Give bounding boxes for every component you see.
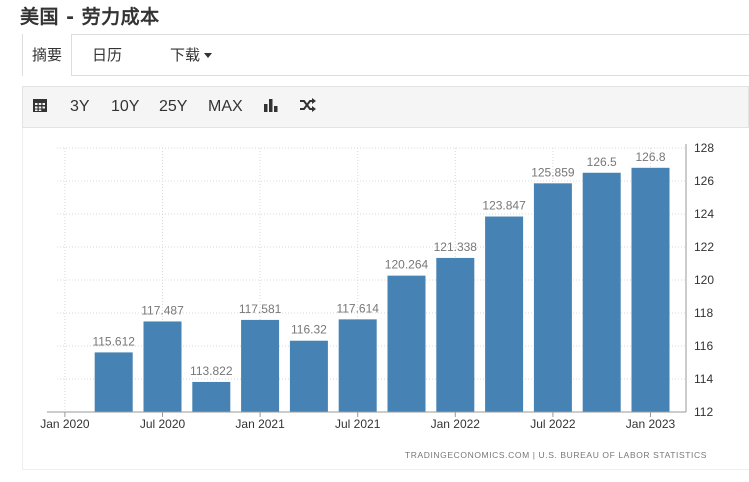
chevron-down-icon (204, 53, 213, 58)
bar[interactable] (387, 275, 426, 412)
x-tick-label: Jan 2021 (235, 417, 285, 431)
tab-calendar-label: 日历 (92, 46, 123, 64)
tab-bar: 摘要 日历 下载 (22, 34, 749, 76)
data-label: 125.859 (531, 165, 575, 179)
data-label: 113.822 (190, 364, 233, 378)
bar[interactable] (192, 381, 231, 412)
bar[interactable] (485, 216, 524, 412)
page-title: 美国 - 劳力成本 (20, 6, 160, 28)
y-tick-label: 120 (694, 273, 714, 287)
y-tick-label: 112 (694, 405, 713, 419)
bar[interactable] (94, 352, 133, 412)
x-tick-label: Jul 2021 (335, 417, 381, 431)
data-label: 116.32 (291, 323, 327, 337)
bar[interactable] (289, 340, 328, 412)
bar[interactable] (241, 319, 280, 412)
data-label: 126.8 (635, 150, 665, 164)
bar-chart-icon (264, 99, 278, 113)
range-25y-button[interactable]: 25Y (159, 98, 188, 115)
data-label: 126.5 (587, 155, 617, 169)
shuffle-icon (300, 98, 316, 113)
tab-calendar[interactable]: 日历 (92, 35, 122, 75)
y-tick-label: 118 (694, 306, 713, 320)
range-max-button[interactable]: MAX (208, 98, 243, 115)
bar[interactable] (143, 321, 182, 412)
data-label: 121.338 (434, 240, 478, 254)
y-tick-label: 116 (694, 339, 713, 353)
y-tick-label: 128 (694, 141, 714, 155)
calendar-button[interactable] (32, 87, 48, 127)
data-label: 117.581 (239, 302, 282, 316)
x-tick-label: Jan 2022 (431, 417, 481, 431)
data-label: 120.264 (385, 258, 429, 272)
range-3y-button[interactable]: 3Y (70, 98, 90, 115)
tab-summary[interactable]: 摘要 (22, 34, 72, 76)
x-tick-label: Jan 2023 (626, 417, 676, 431)
y-tick-label: 124 (694, 207, 714, 221)
tab-download[interactable]: 下载 (170, 35, 213, 75)
chart-type-button[interactable] (263, 87, 279, 127)
calendar-icon (33, 99, 47, 113)
x-tick-label: Jul 2020 (140, 417, 186, 431)
y-tick-label: 114 (694, 372, 713, 386)
data-label: 117.487 (141, 303, 184, 317)
y-tick-label: 126 (694, 174, 714, 188)
bar[interactable] (631, 167, 670, 412)
y-tick-label: 122 (694, 240, 714, 254)
bar[interactable] (582, 172, 621, 412)
x-tick-label: Jan 2020 (40, 417, 90, 431)
data-label: 115.612 (92, 334, 135, 348)
chart-source: TRADINGECONOMICS.COM | U.S. BUREAU OF LA… (405, 450, 707, 460)
chart-toolbar: 3Y 10Y 25Y MAX (22, 86, 749, 128)
compare-button[interactable] (299, 87, 317, 127)
tab-download-label: 下载 (170, 46, 201, 64)
bar[interactable] (436, 257, 475, 412)
x-tick-label: Jul 2022 (530, 417, 576, 431)
chart-area (22, 128, 749, 470)
bar[interactable] (533, 183, 572, 412)
bar[interactable] (338, 319, 377, 412)
tab-summary-label: 摘要 (31, 46, 62, 64)
range-10y-button[interactable]: 10Y (111, 98, 140, 115)
data-label: 123.847 (482, 199, 526, 213)
data-label: 117.614 (336, 301, 379, 315)
